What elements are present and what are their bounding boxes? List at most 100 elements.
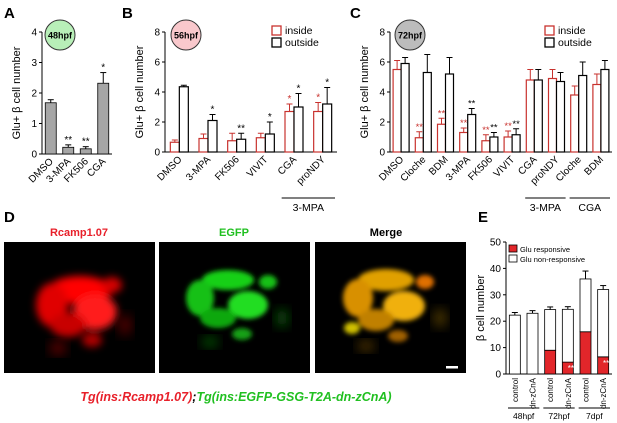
b-significance-label: * (268, 112, 272, 123)
a-y-tick-label: 1 (31, 119, 37, 130)
e-bar-glu-non-responsive (597, 289, 610, 358)
b-x-tick-label: DMSO (155, 154, 184, 183)
e-bar-glu-non-responsive (544, 309, 557, 351)
e-x-tick-label: dn-zCnA (564, 377, 573, 409)
c-bar-inside (570, 94, 580, 153)
c-bar-inside (392, 68, 402, 153)
c-bar-outside (511, 134, 521, 153)
transgene-caption: Tg(ins:Rcamp1.07);Tg(ins:EGFP-GSG-T2A-dn… (80, 390, 391, 404)
panel-letter-b: B (122, 5, 133, 22)
c-y-tick-label: 6 (379, 58, 385, 69)
c-bar-outside (578, 74, 588, 153)
e-y-tick-label: 10 (490, 343, 502, 354)
b-bar-inside (255, 137, 266, 153)
b-legend-swatch (271, 25, 282, 36)
e-y-tick-label: 50 (490, 238, 502, 249)
c-y-tick-label: 4 (379, 88, 385, 99)
b-legend-label: outside (285, 37, 319, 49)
micrograph-label-merge: Merge (370, 227, 402, 239)
b-group-label: 3-MPA (293, 202, 324, 214)
c-stage-badge-label: 72hpf (398, 31, 423, 41)
e-significance-label: ** (568, 364, 574, 373)
e-x-tick-label: dn-zCnA (599, 377, 608, 409)
c-legend-label: inside (558, 25, 586, 37)
b-significance-label: * (297, 84, 301, 95)
c-significance-label: ** (460, 118, 468, 129)
e-bar-glu-non-responsive (508, 314, 521, 375)
e-bar-glu-responsive (544, 349, 557, 375)
e-legend-label: Glu non-responsive (520, 255, 585, 264)
b-bar-outside (264, 133, 275, 153)
a-significance-label: ** (82, 137, 90, 148)
c-bar-outside (489, 136, 499, 153)
a-bar (62, 146, 75, 155)
b-bar-outside (178, 86, 189, 153)
b-x-tick-label: proNDY (295, 154, 328, 187)
c-significance-label: ** (482, 125, 490, 136)
a-stage-badge (44, 19, 76, 51)
c-legend-swatch (544, 25, 555, 36)
c-bar-outside (422, 71, 432, 153)
b-bar-outside (207, 119, 218, 153)
e-stage-label: 7dpf (586, 411, 603, 421)
c-bar-inside (414, 137, 424, 153)
b-y-axis-label: Glu+ β cell number (134, 45, 146, 138)
e-y-axis-label: β cell number (475, 275, 487, 342)
b-y-tick-label: 6 (154, 58, 160, 69)
a-bar (44, 102, 57, 155)
c-significance-label: ** (504, 121, 512, 132)
c-x-tick-label: Cloche (554, 154, 584, 184)
c-bar-inside (547, 77, 558, 153)
b-significance-label: * (211, 105, 215, 116)
c-x-tick-label: FK506 (466, 154, 495, 183)
e-x-tick-label: control (511, 378, 520, 402)
b-legend-swatch (271, 37, 282, 48)
a-y-tick-label: 0 (31, 150, 37, 161)
e-x-tick-label: control (546, 378, 555, 402)
b-significance-label: * (325, 78, 329, 89)
b-legend-label: inside (285, 25, 313, 37)
a-significance-label: ** (64, 135, 72, 146)
caption-separator: ; (192, 390, 196, 404)
b-y-tick-label: 2 (154, 118, 160, 129)
a-y-tick-label: 3 (31, 58, 37, 69)
a-x-tick-label: CGA (85, 156, 108, 179)
c-bar-outside (555, 80, 566, 153)
c-significance-label: ** (438, 108, 446, 119)
b-bar-inside (313, 110, 324, 153)
c-y-axis-label: Glu+ β cell number (359, 45, 371, 138)
b-significance-label: ** (237, 123, 245, 134)
a-bar (79, 148, 92, 155)
b-significance-label: * (288, 94, 292, 105)
b-x-tick-label: CGA (276, 154, 299, 177)
b-x-tick-label: 3-MPA (184, 154, 213, 183)
c-significance-label: ** (490, 123, 498, 134)
e-stage-label: 48hpf (513, 411, 535, 421)
b-y-tick-label: 0 (154, 148, 160, 159)
b-bar-outside (293, 106, 304, 153)
c-bar-outside (533, 79, 543, 153)
c-bar-inside (436, 123, 447, 153)
c-significance-label: ** (416, 122, 424, 133)
b-stage-badge (170, 19, 202, 51)
c-significance-label: ** (468, 99, 476, 110)
caption-egfp: Tg(ins:EGFP-GSG-T2A-dn-zCnA) (196, 390, 391, 404)
b-bar-inside (169, 141, 180, 153)
b-x-tick-label: VIVIT (245, 154, 270, 179)
a-significance-label: * (101, 63, 105, 74)
c-x-tick-label: BDM (583, 154, 607, 178)
e-y-tick-label: 20 (490, 317, 502, 328)
c-x-tick-label: VIVIT (492, 154, 517, 179)
panel-letter-d: D (4, 209, 15, 226)
c-group-label: CGA (578, 202, 601, 214)
c-bar-inside (503, 136, 513, 153)
c-group-label: 3-MPA (530, 202, 561, 214)
c-y-tick-label: 0 (379, 148, 385, 159)
b-bar-inside (198, 137, 209, 153)
a-stage-badge-label: 48hpf (48, 31, 73, 41)
c-bar-inside (481, 140, 491, 153)
b-y-tick-label: 4 (154, 88, 160, 99)
chart-c: 0 2 4 6 8 Glu+ β cell number 72hpf insideoutsid… (359, 19, 612, 214)
